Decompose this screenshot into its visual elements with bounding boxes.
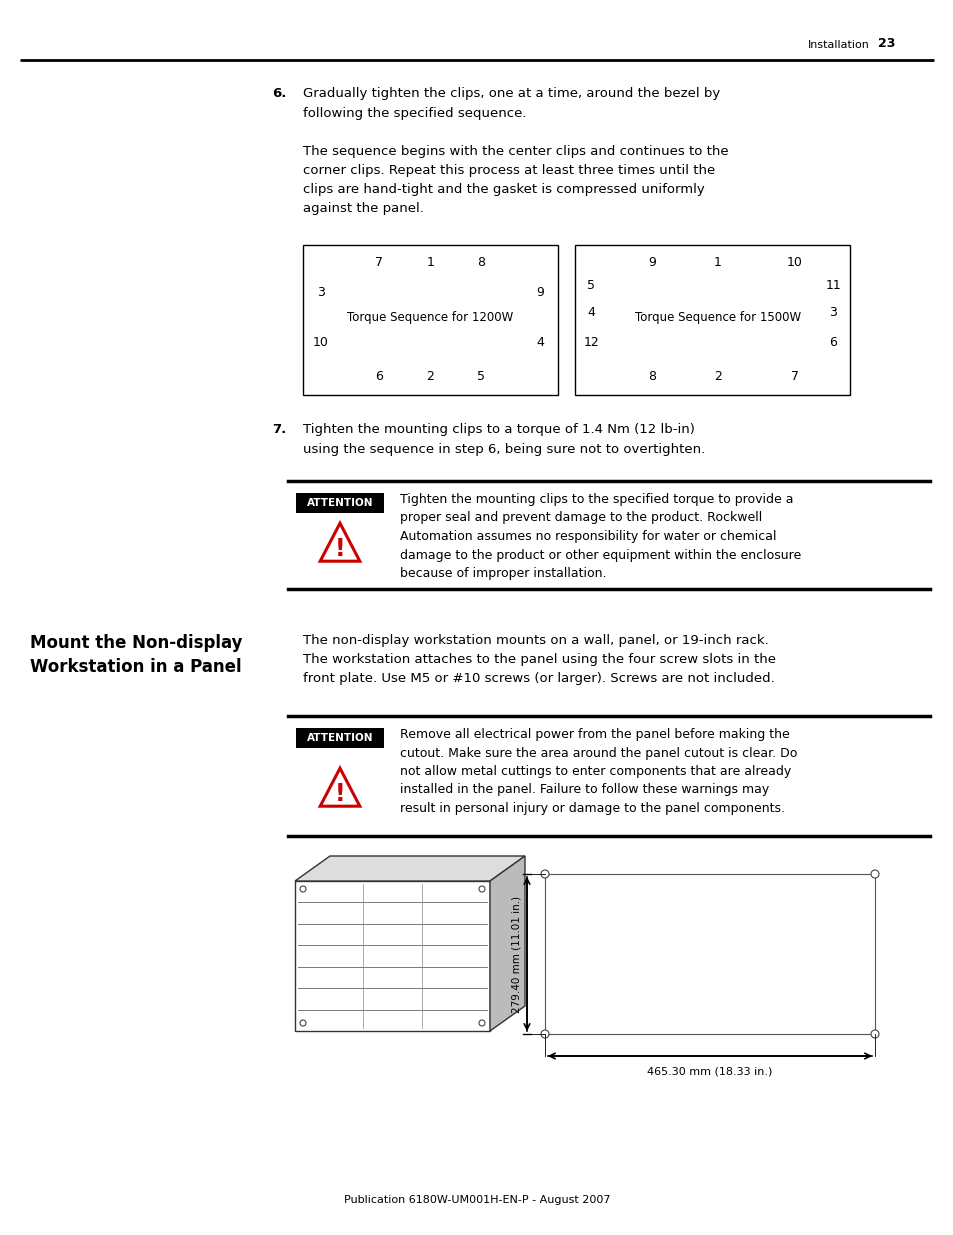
Text: 2: 2 — [713, 370, 721, 384]
Circle shape — [478, 885, 484, 892]
Bar — [303, 245, 558, 395]
Text: The sequence begins with the center clips and continues to the
corner clips. Rep: The sequence begins with the center clip… — [303, 144, 728, 215]
Text: 1: 1 — [713, 257, 721, 269]
Polygon shape — [294, 881, 490, 1031]
Text: 5: 5 — [587, 279, 595, 291]
Bar — [295, 727, 384, 748]
Text: 7: 7 — [790, 370, 799, 384]
Text: using the sequence in step 6, being sure not to overtighten.: using the sequence in step 6, being sure… — [303, 443, 704, 456]
Circle shape — [870, 869, 878, 878]
Text: Tighten the mounting clips to the specified torque to provide a
proper seal and : Tighten the mounting clips to the specif… — [399, 493, 801, 580]
Circle shape — [478, 1020, 484, 1026]
Text: The non-display workstation mounts on a wall, panel, or 19-inch rack.
The workst: The non-display workstation mounts on a … — [303, 634, 775, 685]
Text: Workstation in a Panel: Workstation in a Panel — [30, 658, 241, 676]
Text: 5: 5 — [477, 370, 485, 384]
Text: 9: 9 — [647, 257, 656, 269]
Polygon shape — [490, 856, 524, 1031]
Text: 8: 8 — [647, 370, 656, 384]
Text: 1: 1 — [426, 257, 434, 269]
Text: 7.: 7. — [272, 424, 286, 436]
Text: 4: 4 — [587, 306, 595, 319]
Text: 279.40 mm (11.01 in.): 279.40 mm (11.01 in.) — [512, 895, 521, 1013]
Text: 7: 7 — [375, 257, 383, 269]
Text: 9: 9 — [536, 287, 543, 300]
Text: 11: 11 — [824, 279, 841, 291]
Bar — [575, 245, 849, 395]
Text: 8: 8 — [477, 257, 485, 269]
Text: 10: 10 — [786, 257, 802, 269]
Text: 6: 6 — [829, 336, 837, 350]
Polygon shape — [294, 856, 524, 881]
Text: Torque Sequence for 1500W: Torque Sequence for 1500W — [635, 310, 801, 324]
Text: Mount the Non-display: Mount the Non-display — [30, 634, 242, 652]
Text: ATTENTION: ATTENTION — [307, 498, 373, 508]
Text: following the specified sequence.: following the specified sequence. — [303, 107, 526, 120]
Text: 3: 3 — [829, 306, 837, 319]
Text: 465.30 mm (18.33 in.): 465.30 mm (18.33 in.) — [647, 1066, 772, 1076]
Text: 2: 2 — [426, 370, 434, 384]
Text: Remove all electrical power from the panel before making the
cutout. Make sure t: Remove all electrical power from the pan… — [399, 727, 797, 815]
Text: 4: 4 — [536, 336, 543, 350]
Text: ATTENTION: ATTENTION — [307, 734, 373, 743]
Circle shape — [870, 1030, 878, 1037]
Circle shape — [299, 1020, 306, 1026]
Bar — [295, 493, 384, 513]
Text: Gradually tighten the clips, one at a time, around the bezel by: Gradually tighten the clips, one at a ti… — [303, 86, 720, 100]
Text: Publication 6180W-UM001H-EN-P - August 2007: Publication 6180W-UM001H-EN-P - August 2… — [343, 1195, 610, 1205]
Polygon shape — [320, 768, 359, 806]
Text: Installation: Installation — [807, 40, 869, 49]
Text: 10: 10 — [313, 336, 329, 350]
Text: !: ! — [335, 537, 345, 561]
Text: 23: 23 — [877, 37, 895, 49]
Bar — [544, 874, 874, 1034]
Polygon shape — [320, 524, 359, 561]
Text: Torque Sequence for 1200W: Torque Sequence for 1200W — [347, 310, 513, 324]
Text: !: ! — [335, 782, 345, 806]
Text: Tighten the mounting clips to a torque of 1.4 Nm (12 lb-in): Tighten the mounting clips to a torque o… — [303, 424, 694, 436]
Text: 6.: 6. — [272, 86, 286, 100]
Text: 12: 12 — [583, 336, 598, 350]
Text: 3: 3 — [316, 287, 324, 300]
Circle shape — [540, 869, 548, 878]
Circle shape — [540, 1030, 548, 1037]
Text: 6: 6 — [375, 370, 383, 384]
Circle shape — [299, 885, 306, 892]
